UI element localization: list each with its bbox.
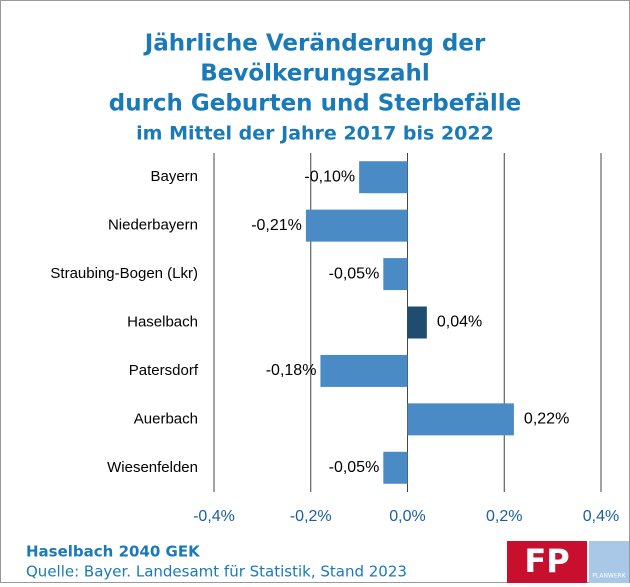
chart-title: Bevölkerungszahl bbox=[200, 61, 430, 87]
bar bbox=[359, 161, 408, 194]
bar bbox=[305, 209, 408, 242]
logo-panel bbox=[589, 541, 629, 583]
logo-text: PLANWERK bbox=[592, 573, 627, 580]
chart-subtitle: im Mittel der Jahre 2017 bis 2022 bbox=[136, 123, 494, 145]
footer: Haselbach 2040 GEK bbox=[26, 543, 201, 561]
chart-title: Jährliche Veränderung der bbox=[143, 31, 486, 57]
bar bbox=[407, 306, 427, 339]
value-label: -0,18% bbox=[266, 362, 317, 379]
logo-box bbox=[507, 541, 587, 583]
x-tick-label: 0,2% bbox=[486, 508, 522, 525]
y-tick-label: Auerbach bbox=[134, 410, 198, 427]
value-label: -0,05% bbox=[329, 459, 380, 476]
bar bbox=[320, 354, 408, 387]
y-tick-label: Wiesenfelden bbox=[107, 459, 198, 476]
y-tick-label: Niederbayern bbox=[108, 217, 198, 234]
value-label: 0,04% bbox=[437, 314, 482, 331]
bar bbox=[383, 451, 408, 484]
chart-title: durch Geburten und Sterbefälle bbox=[109, 91, 522, 117]
y-tick-label: Patersdorf bbox=[129, 362, 199, 379]
y-tick-label: Haselbach bbox=[127, 313, 198, 330]
footer: Quelle: Bayer. Landesamt für Statistik, … bbox=[26, 563, 407, 581]
x-tick-label: 0,0% bbox=[389, 508, 425, 525]
x-tick-label: -0,2% bbox=[290, 508, 332, 525]
value-label: -0,05% bbox=[329, 265, 380, 282]
value-label: 0,22% bbox=[524, 411, 569, 428]
bar bbox=[407, 403, 514, 436]
x-tick-label: 0,4% bbox=[583, 508, 619, 525]
logo-mark: FP bbox=[524, 542, 569, 580]
y-tick-label: Bayern bbox=[150, 168, 198, 185]
value-label: -0,10% bbox=[304, 168, 355, 185]
bar bbox=[383, 258, 408, 291]
value-label: -0,21% bbox=[251, 217, 302, 234]
x-tick-label: -0,4% bbox=[193, 508, 235, 525]
y-tick-label: Straubing-Bogen (Lkr) bbox=[50, 265, 198, 282]
